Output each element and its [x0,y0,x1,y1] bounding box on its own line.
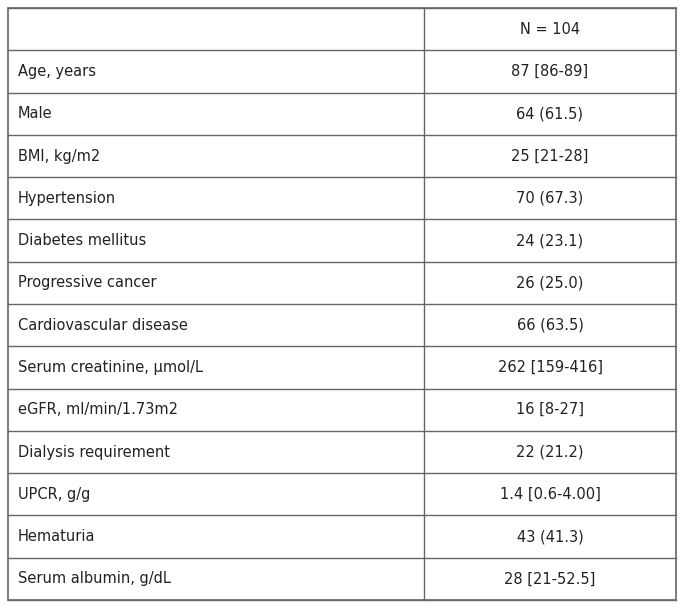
Text: 24 (23.1): 24 (23.1) [516,233,583,248]
Text: 70 (67.3): 70 (67.3) [516,191,583,206]
Text: 87 [86-89]: 87 [86-89] [512,64,588,79]
Text: Progressive cancer: Progressive cancer [18,275,157,291]
Text: Hematuria: Hematuria [18,529,96,544]
Text: 64 (61.5): 64 (61.5) [516,106,583,121]
Text: Male: Male [18,106,53,121]
Text: Diabetes mellitus: Diabetes mellitus [18,233,146,248]
Text: 28 [21-52.5]: 28 [21-52.5] [504,572,596,586]
Text: 25 [21-28]: 25 [21-28] [512,148,589,164]
Text: N = 104: N = 104 [520,22,580,36]
Text: Cardiovascular disease: Cardiovascular disease [18,317,188,333]
Text: Hypertension: Hypertension [18,191,116,206]
Text: 22 (21.2): 22 (21.2) [516,444,583,460]
Text: Serum creatinine, μmol/L: Serum creatinine, μmol/L [18,360,203,375]
Text: 26 (25.0): 26 (25.0) [516,275,583,291]
Text: BMI, kg/m2: BMI, kg/m2 [18,148,101,164]
Text: 262 [159-416]: 262 [159-416] [497,360,603,375]
Text: UPCR, g/g: UPCR, g/g [18,487,90,502]
Text: Dialysis requirement: Dialysis requirement [18,444,170,460]
Text: Age, years: Age, years [18,64,96,79]
Text: 66 (63.5): 66 (63.5) [516,317,583,333]
Text: eGFR, ml/min/1.73m2: eGFR, ml/min/1.73m2 [18,402,178,417]
Text: Serum albumin, g/dL: Serum albumin, g/dL [18,572,171,586]
Text: 16 [8-27]: 16 [8-27] [516,402,584,417]
Text: 1.4 [0.6-4.00]: 1.4 [0.6-4.00] [499,487,601,502]
Text: 43 (41.3): 43 (41.3) [516,529,583,544]
